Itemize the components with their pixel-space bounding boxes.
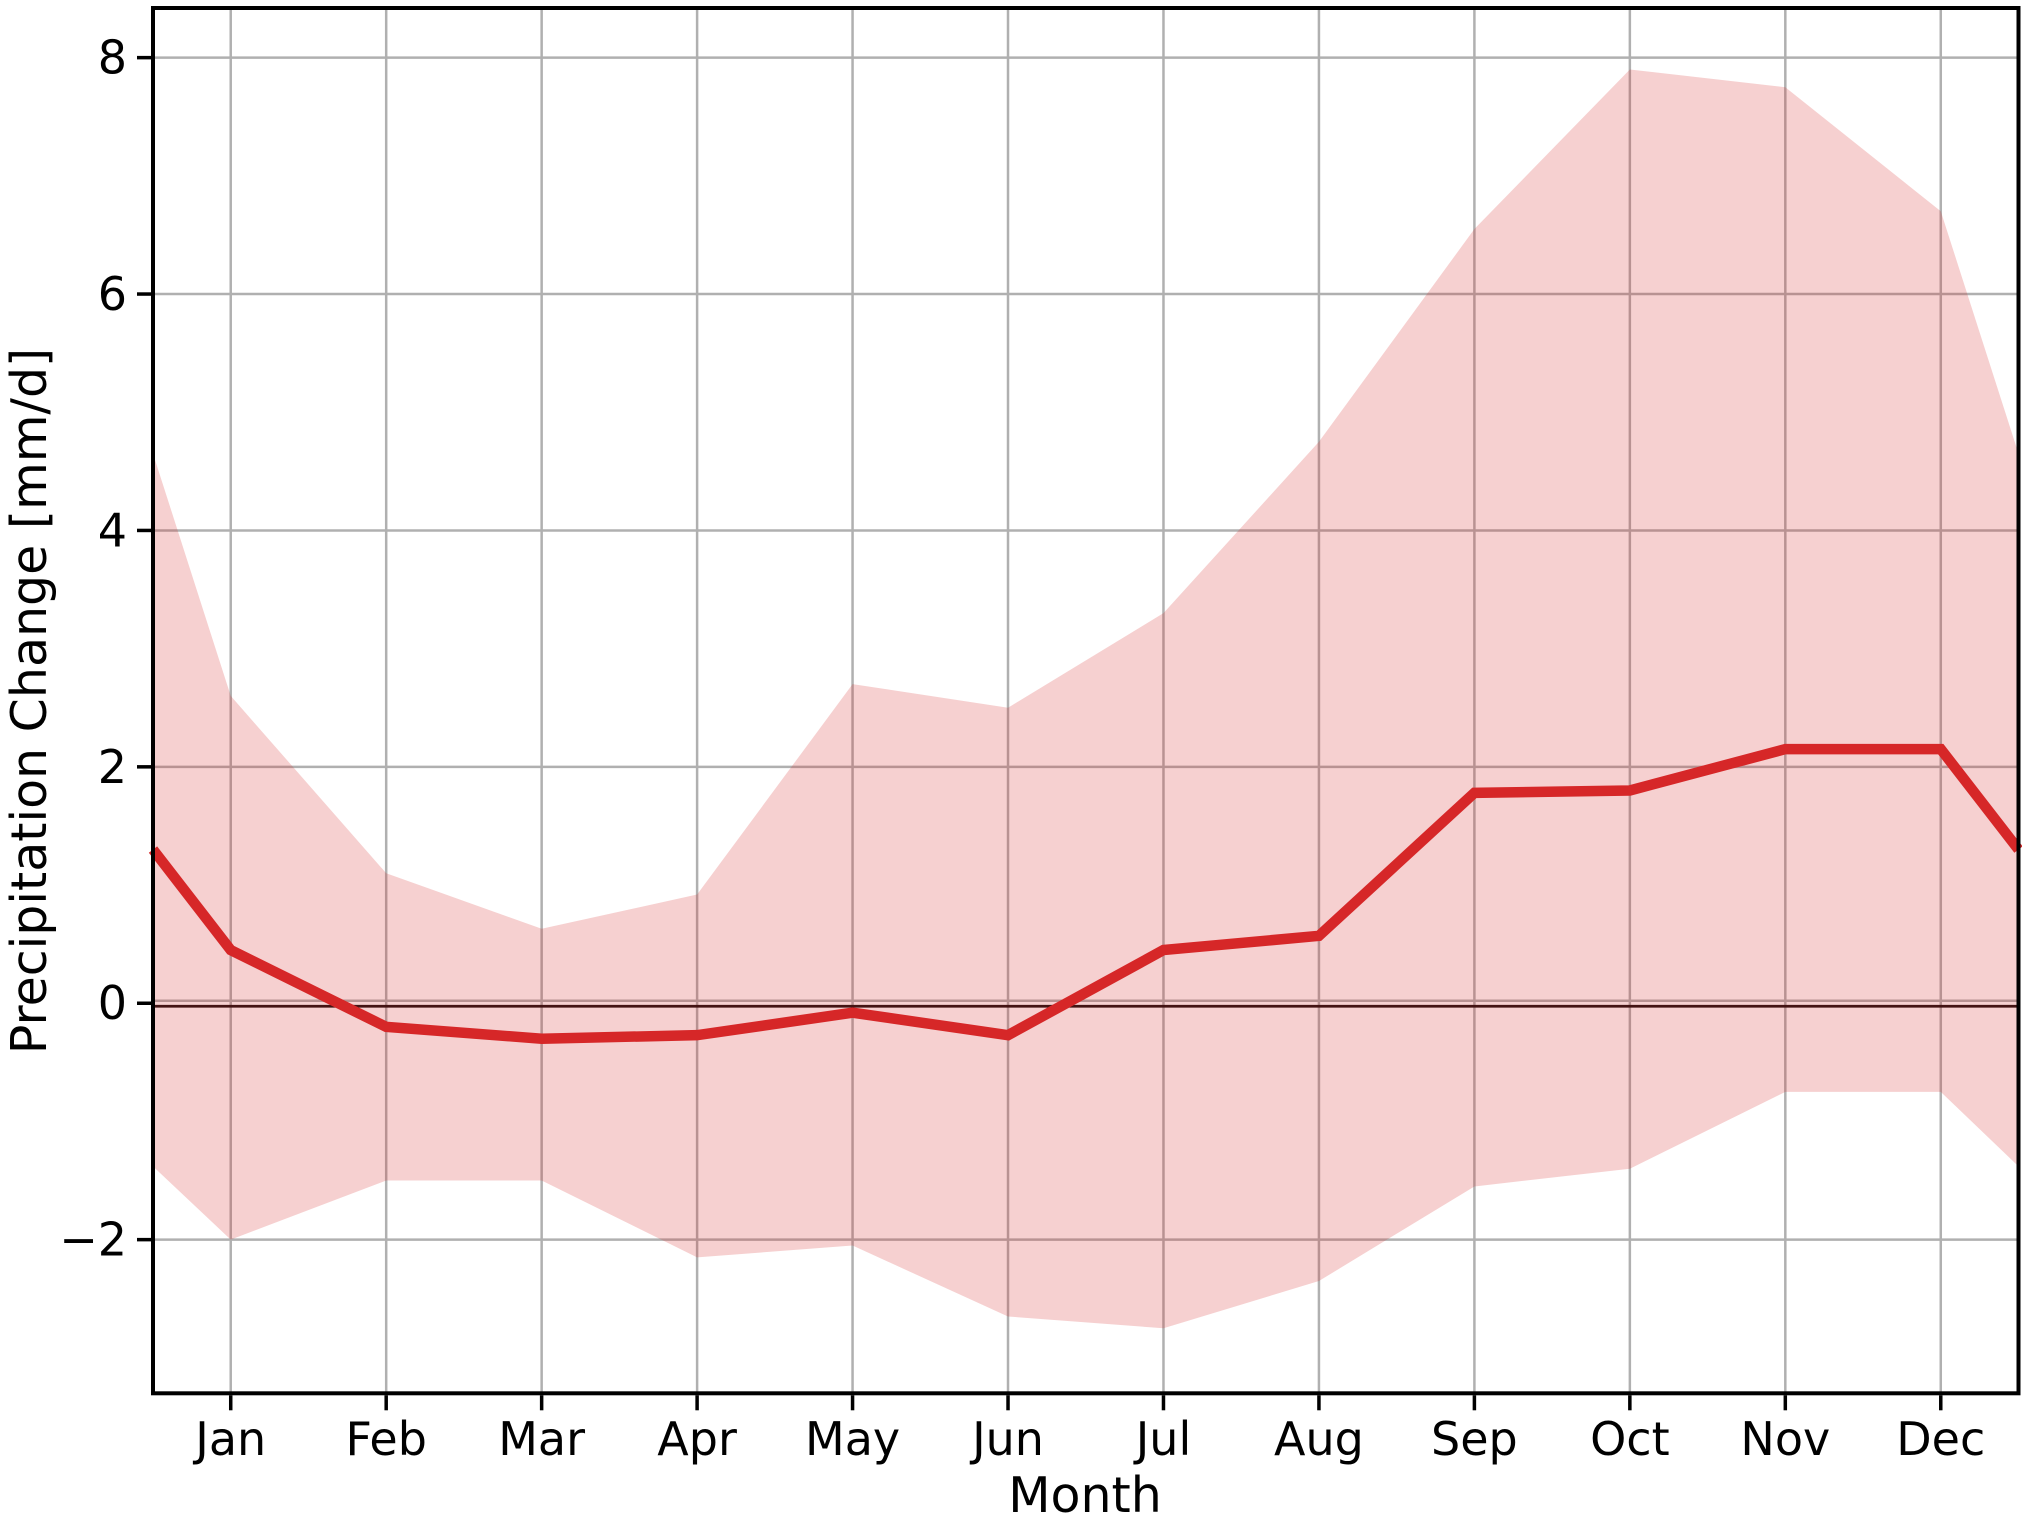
grid-layer <box>153 8 2019 1394</box>
x-tick-label: Mar <box>498 1412 585 1466</box>
mean-line <box>148 743 2022 1044</box>
y-tick-label: 8 <box>98 31 127 85</box>
x-tick-label: Feb <box>345 1412 426 1466</box>
x-tick-label: May <box>805 1412 900 1466</box>
x-tick-label: Sep <box>1431 1412 1518 1466</box>
y-tick-label: 2 <box>98 740 127 794</box>
x-tick-label: Oct <box>1590 1412 1670 1466</box>
y-tick-label: 6 <box>98 267 127 321</box>
x-axis-label: Month <box>1008 1467 1162 1524</box>
x-tick-label: Apr <box>657 1412 737 1466</box>
frame-layer <box>151 6 2021 1396</box>
x-tick-label: Jul <box>1133 1412 1192 1466</box>
x-tick-label: Aug <box>1274 1412 1364 1466</box>
y-tick-label: 0 <box>98 976 127 1030</box>
y-tick-label: 4 <box>98 503 127 557</box>
y-axis-label: Precipitation Change [mm/d] <box>1 348 58 1054</box>
plot-frame <box>151 6 2021 1396</box>
mean-line-layer <box>148 743 2022 1044</box>
x-tick-label: Nov <box>1740 1412 1830 1466</box>
uncertainty-band <box>153 69 2019 1329</box>
tick-label-layer: Jan Feb Mar Apr May Jun Jul Aug Sep Oct Nov Dec −2 0 2… <box>59 31 1985 1466</box>
uncertainty-band-layer <box>153 69 2019 1329</box>
y-tick-label: −2 <box>59 1213 127 1267</box>
x-tick-label: Jan <box>192 1412 266 1466</box>
tick-layer <box>137 55 1943 1411</box>
x-tick-label: Dec <box>1896 1412 1985 1466</box>
x-tick-label: Jun <box>969 1412 1044 1466</box>
